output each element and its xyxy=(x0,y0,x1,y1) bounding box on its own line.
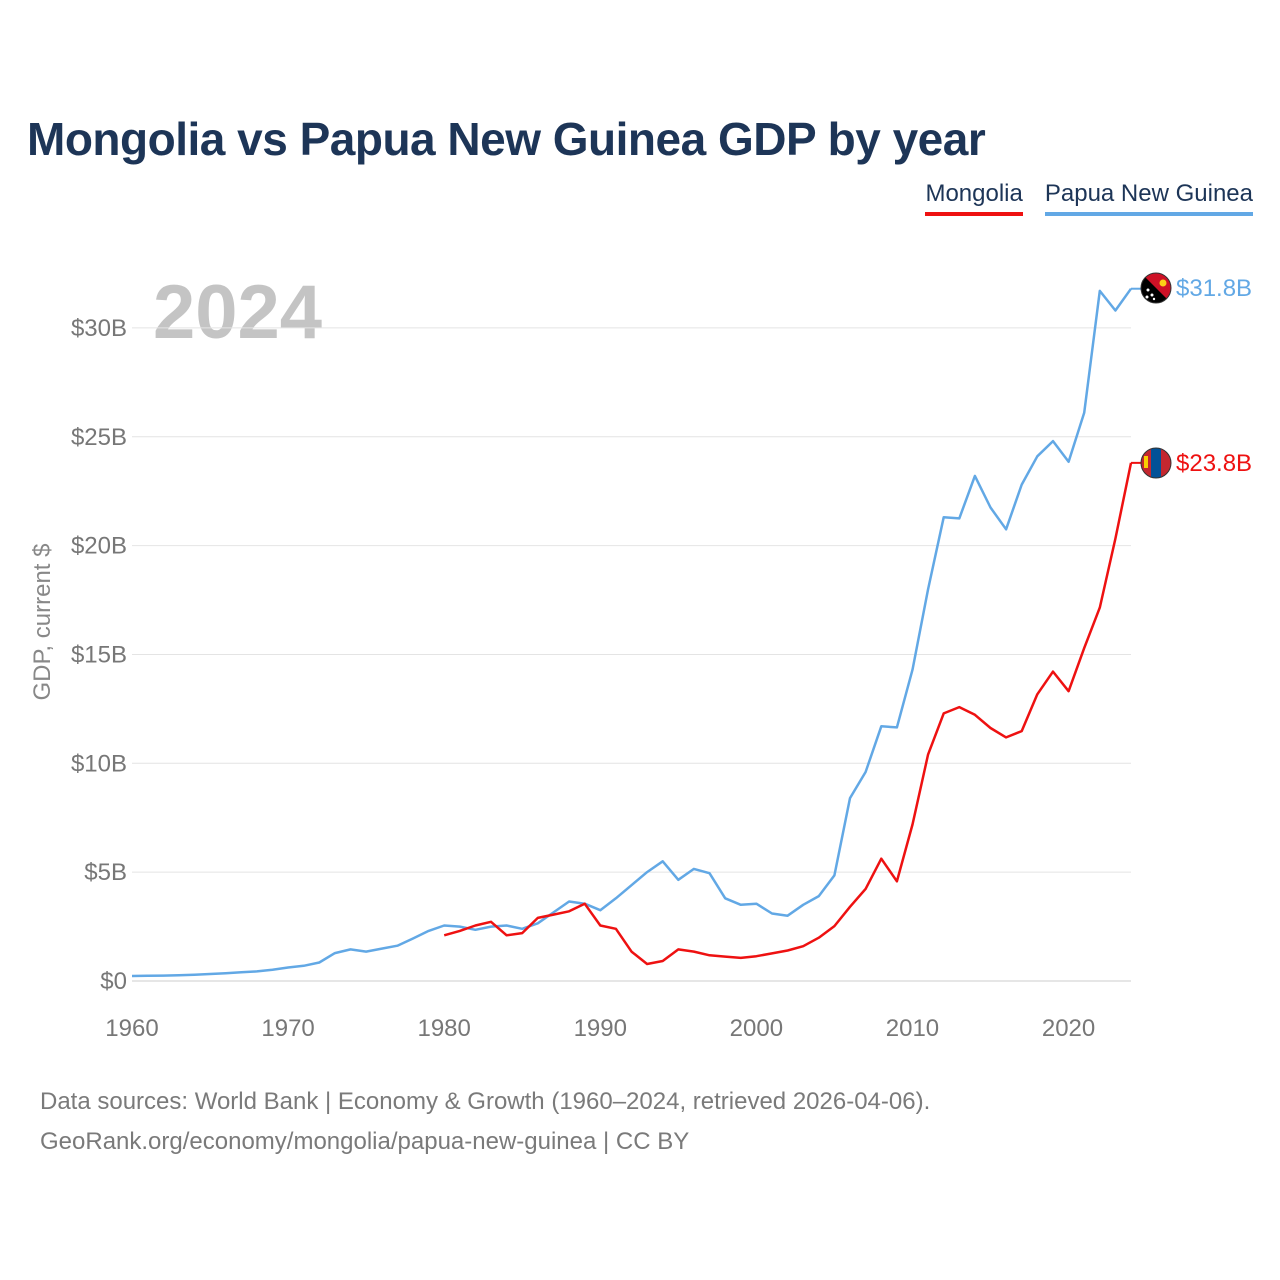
end-label-papua-new-guinea: $31.8B xyxy=(1176,275,1252,302)
x-tick-label: 2000 xyxy=(730,1015,783,1042)
mongolia-flag-icon xyxy=(1140,447,1172,479)
x-tick-label: 2010 xyxy=(886,1015,939,1042)
legend: Mongolia Papua New Guinea xyxy=(925,180,1253,216)
y-tick-label: $0 xyxy=(100,968,127,995)
gridlines xyxy=(132,327,1131,982)
series-line-mongolia xyxy=(443,462,1133,966)
year-watermark: 2024 xyxy=(153,270,322,355)
x-tick-label: 1980 xyxy=(417,1015,470,1042)
legend-item-mongolia[interactable]: Mongolia xyxy=(925,180,1023,216)
y-tick-label: $20B xyxy=(71,533,127,560)
y-axis: $0 $5B $10B $15B $20B $25B $30B xyxy=(71,315,127,995)
x-tick-label: 1960 xyxy=(105,1015,158,1042)
series-layer xyxy=(131,287,1141,978)
end-label-mongolia: $23.8B xyxy=(1176,450,1252,477)
series-line-png xyxy=(131,287,1133,978)
y-axis-label: GDP, current $ xyxy=(29,544,56,701)
y-tick-label: $30B xyxy=(71,315,127,342)
source-url-text[interactable]: GeoRank.org/economy/mongolia/papua-new-g… xyxy=(40,1128,690,1155)
legend-item-papua-new-guinea[interactable]: Papua New Guinea xyxy=(1044,180,1253,216)
y-tick-label: $15B xyxy=(71,641,127,668)
x-axis: 1960 1970 1980 1990 2000 2010 2020 xyxy=(105,1015,1095,1042)
x-tick-label: 1990 xyxy=(574,1015,627,1042)
y-tick-label: $25B xyxy=(71,424,127,451)
papua-new-guinea-flag-icon xyxy=(1140,272,1172,304)
y-tick-label: $5B xyxy=(84,859,127,886)
y-tick-label: $10B xyxy=(71,750,127,777)
chart-title: Mongolia vs Papua New Guinea GDP by year xyxy=(27,113,986,165)
data-source-text: Data sources: World Bank | Economy & Gro… xyxy=(40,1088,931,1115)
x-tick-label: 2020 xyxy=(1042,1015,1095,1042)
end-markers: $31.8B $23.8B xyxy=(1140,272,1252,479)
x-tick-label: 1970 xyxy=(261,1015,314,1042)
line-chart: 2024 $0$5B$10B$15B$20B$25B$30B 1960 1970 1… xyxy=(29,270,1252,1042)
footer: Data sources: World Bank | Economy & Gro… xyxy=(40,1082,930,1162)
